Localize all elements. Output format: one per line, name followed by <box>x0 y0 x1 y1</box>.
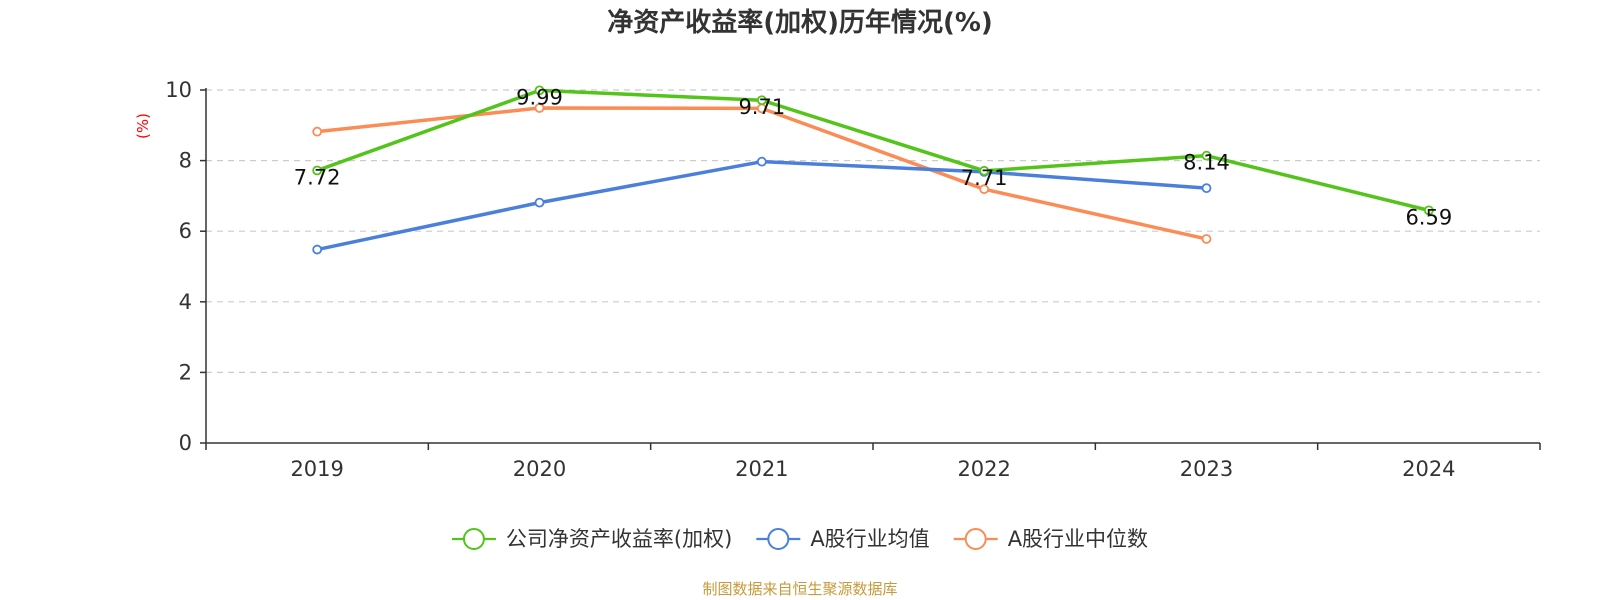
x-tick-label: 2023 <box>1180 457 1233 481</box>
data-point <box>534 85 545 96</box>
data-point <box>534 103 545 113</box>
series-line <box>316 159 1207 252</box>
legend-label: 公司净资产收益率(加权) <box>506 527 732 551</box>
y-tick-label: 8 <box>179 149 192 173</box>
x-tick-label: 2022 <box>957 457 1010 481</box>
legend-marker-icon <box>964 528 987 550</box>
series-line <box>316 88 1430 213</box>
legend-label: A股行业中位数 <box>1008 527 1148 551</box>
data-point <box>979 165 990 176</box>
y-tick-label: 4 <box>179 290 192 314</box>
data-point <box>312 126 323 137</box>
data-label: 7.71 <box>961 166 1008 190</box>
y-tick-label: 6 <box>179 219 192 243</box>
data-label: 9.99 <box>516 85 563 109</box>
data-point <box>979 184 990 195</box>
data-point <box>1201 234 1212 244</box>
data-point <box>756 156 767 167</box>
data-label: 6.59 <box>1405 205 1452 229</box>
data-point <box>534 197 545 208</box>
data-label: 8.14 <box>1183 151 1230 175</box>
legend[interactable]: 公司净资产收益率(加权) A股行业均值 A股行业中位数 <box>451 527 1148 551</box>
data-point <box>1201 150 1212 161</box>
series-group: 7.72 9.99 9.71 7.71 8.14 6.59 <box>294 85 1452 255</box>
series-1 <box>312 156 1212 255</box>
x-tick-label: 2020 <box>513 457 566 481</box>
legend-item[interactable]: 公司净资产收益率(加权) <box>451 527 732 551</box>
data-label: 7.72 <box>294 165 341 189</box>
source-note: 制图数据来自恒生聚源数据库 <box>702 580 897 598</box>
legend-label: A股行业均值 <box>810 527 929 551</box>
data-point <box>1201 183 1212 194</box>
chart-title: 净资产收益率(加权)历年情况(%) <box>607 7 993 38</box>
data-point <box>312 165 323 176</box>
legend-marker-icon <box>767 528 790 550</box>
x-tick-label: 2021 <box>735 457 788 481</box>
data-label: 9.71 <box>738 95 785 119</box>
series-line <box>316 106 1207 241</box>
legend-item[interactable]: A股行业均值 <box>756 527 930 551</box>
x-tick-label: 2024 <box>1402 457 1455 481</box>
data-point <box>1423 205 1434 216</box>
data-point <box>756 95 767 106</box>
grid <box>206 89 1540 373</box>
legend-item[interactable]: A股行业中位数 <box>953 527 1148 551</box>
y-tick-label: 10 <box>165 78 192 102</box>
y-tick-label: 2 <box>179 360 192 384</box>
legend-marker-icon <box>462 528 485 550</box>
x-tick-label: 2019 <box>290 457 343 481</box>
y-tick-label: 0 <box>179 431 192 455</box>
y-axis-label: (%) <box>134 113 152 139</box>
axes: 0 2 4 6 8 10 2019 2020 2021 2022 2023 2024 <box>165 78 1541 481</box>
series-0 <box>312 85 1434 216</box>
data-point <box>312 244 323 255</box>
